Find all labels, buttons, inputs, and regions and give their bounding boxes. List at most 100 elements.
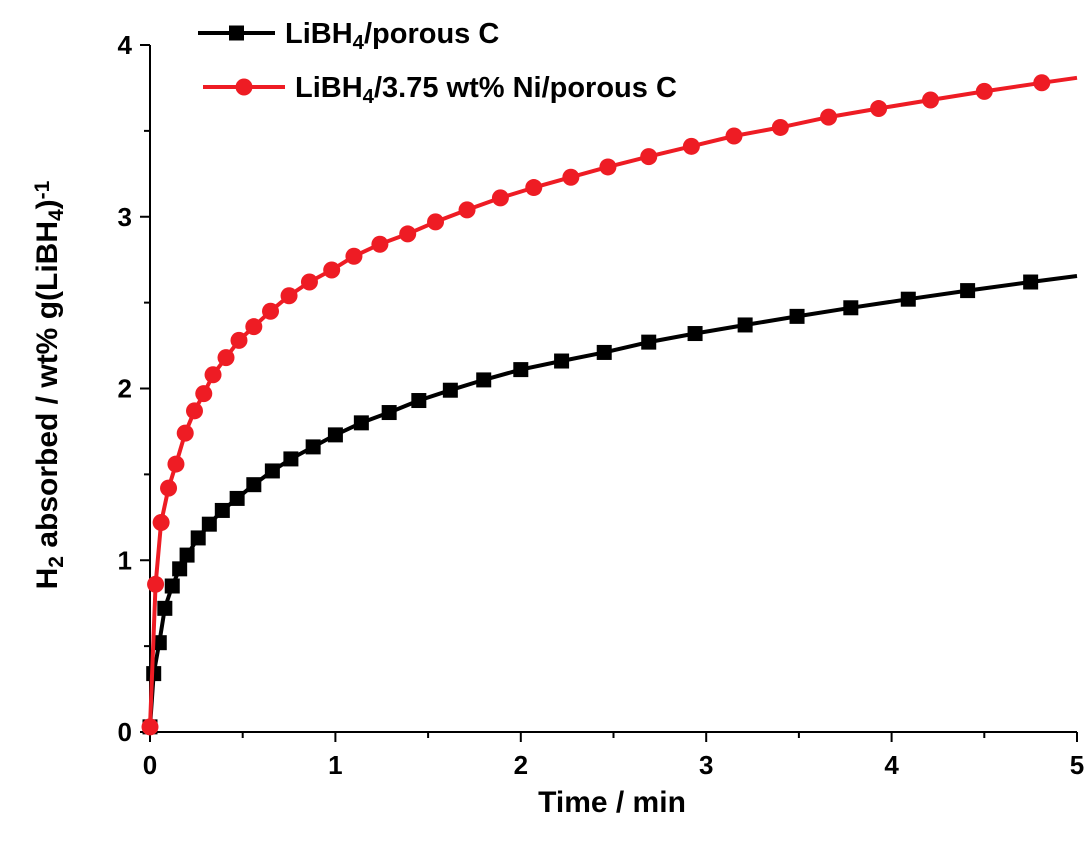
superscript: -1 [31,180,54,199]
square-point [960,283,976,299]
circle-point [820,108,838,126]
square-point [246,477,262,493]
legend-item: LiBH4/3.75 wt% Ni/porous C [203,72,677,108]
x-axis: 0 1 2 3 4 5 [143,732,1084,780]
square-point [214,502,230,518]
circle-point [525,179,543,197]
series-libh4-ni-porous-c [141,74,1078,736]
text-part: LiBH [285,18,353,50]
circle-point [185,402,203,420]
circle-point [599,158,617,176]
square-point [687,326,703,342]
square-point [442,382,458,398]
y-axis: 0 1 2 3 4 [118,30,150,747]
x-tick-label: 4 [884,750,899,780]
text-part: /porous C [364,18,499,50]
circle-point [176,424,194,442]
circle-point [262,302,280,320]
circle-point [725,127,743,145]
circle-point [245,318,263,336]
square-point [737,317,753,333]
circle-point [323,261,341,279]
subscript: 4 [45,209,68,221]
square-point [641,334,657,350]
square-point [229,490,245,506]
circle-point [458,201,476,219]
circle-point [562,168,580,186]
circle-point [771,118,789,136]
circle-point [167,455,185,473]
circle-point [345,247,363,265]
circle-point [204,366,222,384]
series-layer [141,74,1078,736]
x-tick-label: 5 [1070,750,1084,780]
legend-item: LiBH4/porous C [198,18,499,54]
square-point [353,415,369,431]
series-line [148,75,1078,727]
circle-point [975,82,993,100]
y-axis-title: H2 absorbed / wt% g(LiBH4)-1 [31,180,69,589]
square-point [190,530,206,546]
y-tick-label: 4 [118,30,133,60]
circle-point [371,235,389,253]
y-tick-label: 2 [118,374,132,404]
square-point [229,25,244,41]
circle-point [280,287,298,305]
circle-point [640,148,658,166]
square-point [172,561,188,577]
circle-point [682,137,700,155]
text-part: absorbed / wt% g(LiBH [31,221,64,556]
circle-point [195,385,213,403]
circle-point [147,575,165,593]
x-tick-label: 1 [328,750,342,780]
text-part: H [31,568,64,590]
square-point [151,635,167,651]
subscript: 4 [363,86,375,108]
square-point [164,578,180,594]
square-point [1023,274,1039,290]
subscript: 2 [45,556,68,568]
circle-point [300,273,318,291]
text-part: /3.75 wt% Ni/porous C [374,72,677,104]
circle-point [141,718,159,736]
legend-label: LiBH4/3.75 wt% Ni/porous C [295,72,677,108]
plot-frame [149,45,1077,733]
circle-point [870,100,888,118]
square-point [305,439,321,455]
y-tick-label: 1 [118,545,132,575]
y-tick-label: 3 [118,202,132,232]
square-point [596,344,612,360]
circle-point [427,213,445,231]
square-point [201,516,217,532]
circle-point [217,349,235,367]
circle-point [1033,74,1051,92]
square-point [283,451,299,467]
square-point [264,463,280,479]
circle-point [152,513,170,531]
series-libh4-porous-c [142,274,1078,735]
circle-point [230,331,248,349]
legend-label: LiBH4/porous C [285,18,499,54]
square-point [900,291,916,307]
circle-point [922,91,940,109]
circle-point [399,225,417,243]
square-point [327,427,343,443]
circle-point [491,189,509,207]
square-point [476,372,492,388]
circle-point [160,479,178,497]
square-point [554,353,570,369]
square-point [513,362,529,378]
subscript: 4 [353,32,365,54]
square-point [789,308,805,324]
square-point [179,547,195,563]
circle-point [235,78,253,96]
square-point [381,405,397,421]
series-line [148,274,1078,727]
text-part: LiBH [295,72,363,104]
square-point [843,300,859,316]
x-tick-label: 3 [699,750,713,780]
y-tick-label: 0 [118,717,132,747]
text-part: ) [31,199,64,209]
